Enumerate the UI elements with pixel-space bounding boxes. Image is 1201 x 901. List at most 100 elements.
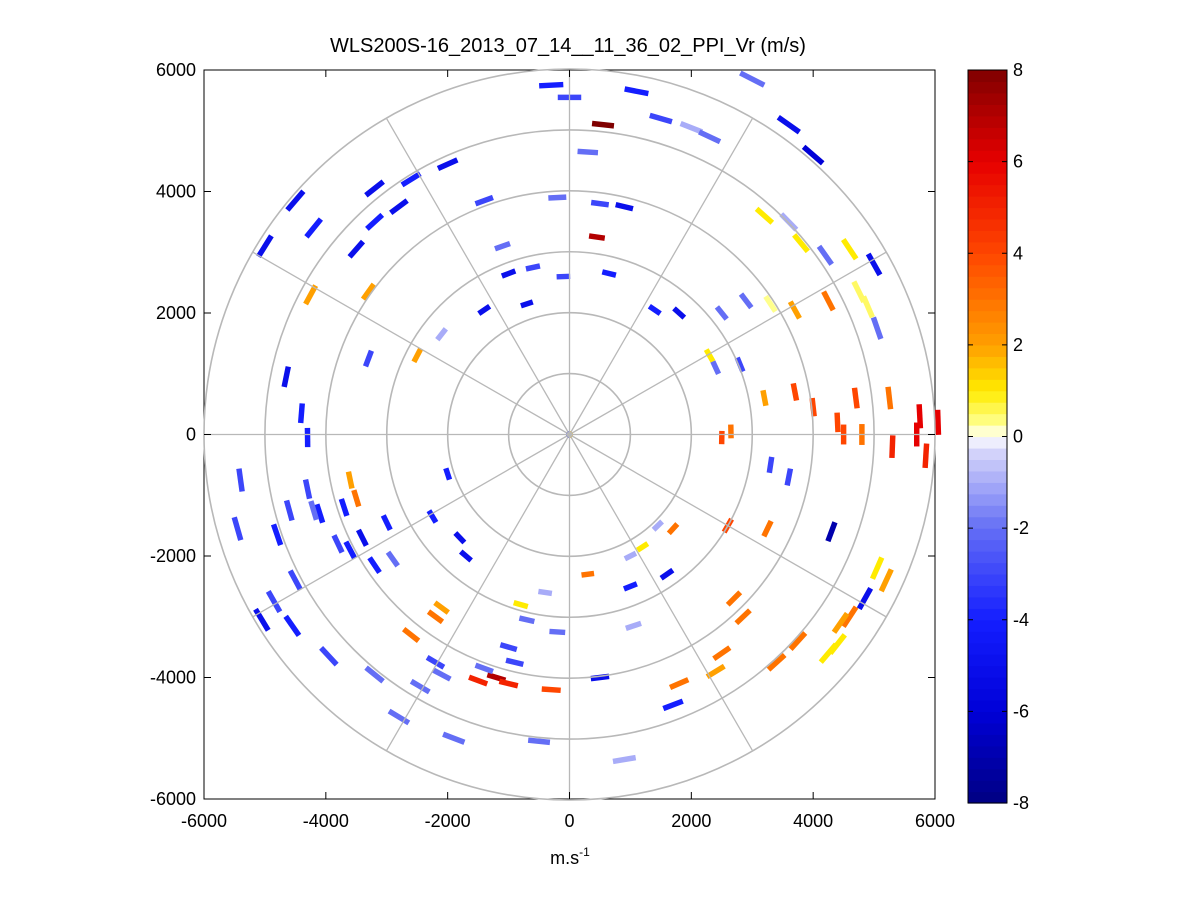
data-point-31 [494,240,511,252]
polar-spoke-10 [568,434,753,751]
data-point-89 [705,663,726,680]
data-point-113 [356,528,369,547]
data-point-92 [734,608,752,626]
data-point-76 [825,521,838,543]
colorbar-swatch-38 [968,356,1007,369]
data-point-0 [539,81,564,89]
data-point-146 [541,686,561,694]
colorbar-tick-label-1: -6 [1013,701,1029,721]
colorbar-swatch-33 [968,413,1007,426]
polar-spoke-4 [386,118,571,435]
data-point-63 [790,382,800,402]
data-point-107 [505,657,524,668]
colorbar-swatch-19 [968,573,1007,586]
colorbar-swatch-37 [968,367,1007,380]
data-point-44 [763,294,778,313]
data-point-115 [331,534,345,554]
data-point-6 [679,120,704,135]
colorbar-swatch-17 [968,596,1007,609]
data-point-134 [387,708,411,726]
colorbar-swatch-57 [968,138,1007,151]
colorbar-swatch-3 [968,757,1007,770]
data-point-127 [443,467,453,481]
colorbar-swatch-16 [968,608,1007,621]
data-point-75 [784,468,794,486]
data-point-73 [922,443,930,469]
data-point-14 [285,189,306,212]
colorbar-swatch-9 [968,688,1007,701]
data-point-36 [303,284,319,306]
data-point-131 [425,655,446,670]
colorbar-swatch-2 [968,768,1007,781]
data-point-123 [338,498,350,517]
colorbar-swatch-25 [968,505,1007,518]
data-point-81 [856,586,874,611]
colorbar-swatch-14 [968,631,1007,644]
data-point-126 [380,514,393,531]
x-axis-label-superscript: -1 [579,845,590,859]
colorbar-tick-label-4: 0 [1013,427,1023,447]
colorbar-tick-label-3: -2 [1013,518,1029,538]
data-point-12 [400,171,422,188]
colorbar-swatch-55 [968,161,1007,174]
colorbar-swatch-1 [968,780,1007,793]
colorbar-tick-label-0: -8 [1013,793,1029,813]
data-point-119 [265,589,283,614]
data-point-114 [343,540,357,560]
data-point-53 [281,366,291,388]
data-point-35 [601,269,617,278]
data-point-27 [816,244,834,266]
colorbar-swatch-51 [968,207,1007,220]
data-point-64 [809,397,817,417]
colorbar-swatch-6 [968,722,1007,735]
data-point-2 [624,86,649,97]
data-point-41 [672,306,687,320]
colorbar-swatch-5 [968,734,1007,747]
x-tick-label-3: 0 [564,811,574,831]
data-point-110 [401,626,421,643]
colorbar-swatch-43 [968,299,1007,312]
colorbar-swatch-24 [968,516,1007,529]
polar-spoke-2 [568,118,753,435]
data-point-45 [787,300,802,320]
data-point-57 [734,356,746,373]
colorbar-swatch-29 [968,459,1007,472]
colorbar-swatch-8 [968,699,1007,712]
data-point-72 [889,435,896,459]
colorbar-swatch-13 [968,642,1007,655]
data-point-101 [537,588,553,597]
x-tick-label-0: -6000 [181,811,227,831]
data-point-74 [766,456,775,474]
data-point-49 [870,316,884,340]
data-point-15 [389,198,409,216]
data-point-61 [916,404,924,429]
data-point-143 [474,662,494,675]
data-point-7 [776,115,801,135]
data-point-104 [549,628,566,636]
colorbar-swatch-48 [968,241,1007,254]
data-point-8 [801,144,825,166]
colorbar-swatch-27 [968,482,1007,495]
data-point-10 [698,129,722,145]
data-point-140 [527,737,551,746]
data-point-3 [739,70,766,88]
colorbar-swatch-20 [968,562,1007,575]
colorbar-swatch-35 [968,390,1007,403]
data-point-56 [703,348,716,363]
data-point-86 [788,631,808,651]
data-point-52 [362,349,374,368]
data-point-94 [666,522,680,536]
data-point-141 [612,754,637,765]
data-point-58 [710,360,722,376]
colorbar-tick-label-6: 4 [1013,243,1023,263]
chart-title: WLS200S-16_2013_07_14__11_36_02_PPI_Vr (… [330,35,806,57]
colorbar-swatch-47 [968,253,1007,266]
data-point-30 [588,233,606,241]
data-point-82 [841,605,859,628]
colorbar-swatch-36 [968,379,1007,392]
colorbar-swatch-32 [968,425,1007,438]
data-point-46 [821,290,836,312]
colorbar-swatch-46 [968,264,1007,277]
colorbar-swatch-34 [968,402,1007,415]
